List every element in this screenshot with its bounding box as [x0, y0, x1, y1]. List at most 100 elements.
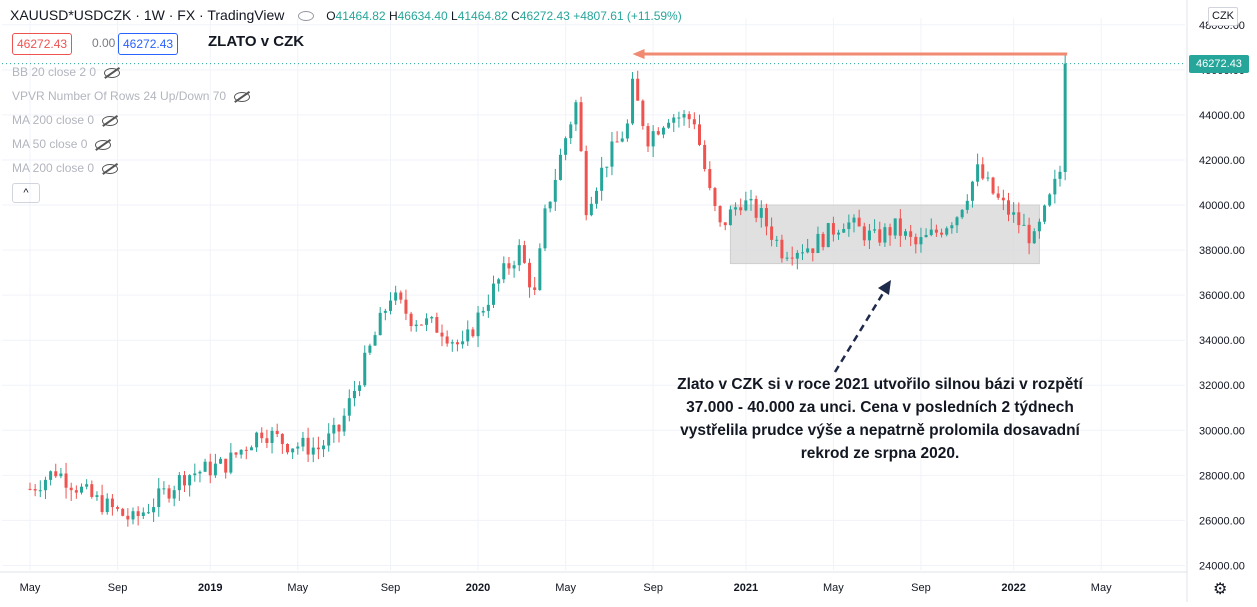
- candle-body[interactable]: [85, 484, 89, 487]
- candle-body[interactable]: [332, 424, 336, 434]
- candle-body[interactable]: [687, 114, 691, 120]
- candle-body[interactable]: [389, 300, 392, 311]
- candle-body[interactable]: [409, 313, 413, 327]
- candle-body[interactable]: [74, 490, 78, 493]
- candle-body[interactable]: [131, 511, 135, 520]
- candle-body[interactable]: [919, 237, 923, 245]
- candle-body[interactable]: [893, 218, 897, 236]
- candle-body[interactable]: [260, 432, 264, 439]
- candle-body[interactable]: [976, 164, 980, 182]
- candle-body[interactable]: [553, 179, 557, 202]
- candle-body[interactable]: [455, 342, 459, 345]
- candle-body[interactable]: [677, 117, 681, 119]
- candle-body[interactable]: [816, 233, 820, 253]
- candle-body[interactable]: [739, 207, 743, 211]
- candle-body[interactable]: [219, 458, 223, 464]
- indicator-bb[interactable]: BB 20 close 2 0: [12, 65, 121, 79]
- gear-icon[interactable]: ⚙: [1213, 581, 1228, 598]
- candle-body[interactable]: [358, 385, 362, 391]
- candle-body[interactable]: [80, 486, 83, 493]
- candle-body[interactable]: [419, 324, 423, 326]
- candle-body[interactable]: [450, 342, 454, 344]
- candle-body[interactable]: [183, 475, 186, 486]
- candle-body[interactable]: [110, 498, 114, 508]
- candle-body[interactable]: [152, 507, 156, 513]
- candle-body[interactable]: [713, 188, 717, 207]
- candle-body[interactable]: [996, 193, 1000, 198]
- candle-body[interactable]: [146, 512, 150, 514]
- candle-body[interactable]: [177, 475, 181, 491]
- candle-body[interactable]: [492, 283, 495, 305]
- candle-body[interactable]: [744, 200, 748, 211]
- candle-body[interactable]: [924, 235, 928, 238]
- candle-body[interactable]: [898, 218, 902, 236]
- candle-body[interactable]: [157, 488, 161, 508]
- candle-body[interactable]: [579, 102, 583, 152]
- candle-body[interactable]: [512, 265, 516, 269]
- candle-body[interactable]: [837, 232, 841, 235]
- candle-body[interactable]: [121, 508, 125, 516]
- candle-body[interactable]: [857, 217, 861, 227]
- candle-body[interactable]: [595, 190, 598, 204]
- hidden-eye-icon[interactable]: [104, 67, 121, 78]
- candle-body[interactable]: [208, 461, 212, 476]
- candle-body[interactable]: [801, 252, 804, 254]
- candle-body[interactable]: [914, 236, 918, 245]
- candle-body[interactable]: [878, 229, 882, 243]
- candle-body[interactable]: [574, 102, 578, 125]
- candle-body[interactable]: [286, 443, 289, 453]
- candle-body[interactable]: [584, 151, 588, 216]
- candle-body[interactable]: [275, 430, 279, 435]
- candle-body[interactable]: [728, 209, 732, 226]
- candle-body[interactable]: [620, 138, 624, 142]
- candle-body[interactable]: [394, 292, 398, 301]
- hidden-eye-icon[interactable]: [102, 115, 119, 126]
- candle-body[interactable]: [1027, 224, 1031, 244]
- candle-body[interactable]: [1032, 231, 1036, 244]
- candle-body[interactable]: [646, 126, 650, 147]
- candle-body[interactable]: [497, 279, 501, 284]
- candle-body[interactable]: [528, 262, 532, 288]
- candle-body[interactable]: [255, 432, 259, 448]
- candle-body[interactable]: [986, 177, 990, 179]
- candle-body[interactable]: [198, 471, 202, 474]
- candle-body[interactable]: [569, 124, 573, 139]
- candle-body[interactable]: [327, 433, 331, 446]
- candle-body[interactable]: [672, 117, 676, 123]
- candle-body[interactable]: [764, 208, 768, 227]
- candle-body[interactable]: [172, 490, 176, 499]
- candle-body[interactable]: [811, 248, 815, 253]
- candle-body[interactable]: [249, 447, 253, 451]
- candle-body[interactable]: [59, 473, 63, 477]
- candle-body[interactable]: [708, 169, 712, 189]
- candle-body[interactable]: [780, 239, 784, 259]
- candle-body[interactable]: [734, 207, 738, 210]
- candle-body[interactable]: [749, 198, 753, 201]
- interval[interactable]: 1W: [143, 7, 165, 23]
- candle-body[interactable]: [193, 473, 197, 476]
- candle-body[interactable]: [368, 345, 372, 353]
- candle-body[interactable]: [698, 124, 701, 145]
- candle-body[interactable]: [522, 245, 526, 263]
- candle-body[interactable]: [790, 257, 794, 259]
- candle-body[interactable]: [301, 437, 305, 447]
- candle-body[interactable]: [363, 352, 367, 386]
- candle-body[interactable]: [651, 131, 655, 147]
- candle-body[interactable]: [234, 452, 238, 455]
- candle-body[interactable]: [43, 479, 47, 491]
- candle-body[interactable]: [126, 515, 130, 520]
- candle-body[interactable]: [466, 329, 470, 342]
- candle-body[interactable]: [775, 239, 779, 241]
- candle-body[interactable]: [965, 200, 969, 210]
- candle-body[interactable]: [821, 233, 825, 248]
- candle-body[interactable]: [265, 438, 269, 443]
- candle-body[interactable]: [383, 310, 387, 313]
- candle-body[interactable]: [435, 317, 439, 333]
- candle-body[interactable]: [667, 122, 671, 128]
- candle-body[interactable]: [940, 232, 944, 235]
- candle-body[interactable]: [826, 223, 830, 248]
- candle-body[interactable]: [404, 299, 408, 314]
- candle-body[interactable]: [461, 341, 465, 345]
